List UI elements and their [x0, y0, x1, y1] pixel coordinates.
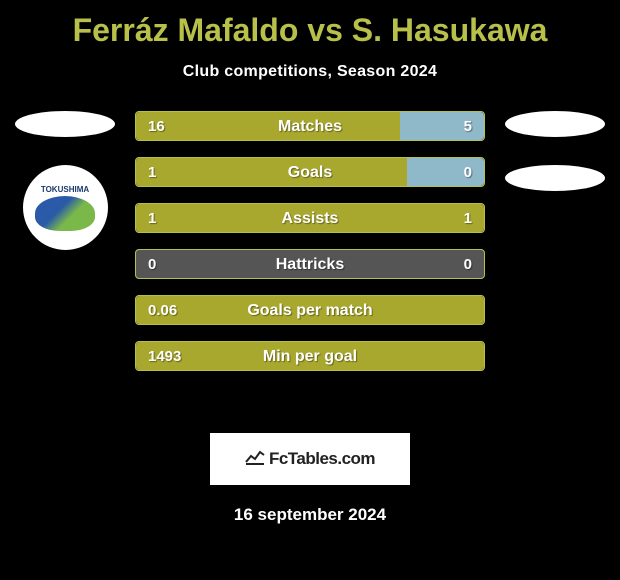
- left-club-logo: TOKUSHIMA: [23, 165, 108, 250]
- stat-row: 0.06Goals per match: [135, 295, 485, 325]
- stat-label: Goals per match: [136, 296, 484, 326]
- stat-label: Min per goal: [136, 342, 484, 372]
- footer-date: 16 september 2024: [0, 505, 620, 525]
- right-club-logo-placeholder: [505, 165, 605, 191]
- stat-bars-container: 165Matches 10Goals 11Assists 00Hattricks 0.0…: [135, 111, 485, 387]
- left-player-photo-placeholder: [15, 111, 115, 137]
- stat-row: 10Goals: [135, 157, 485, 187]
- stat-label: Hattricks: [136, 250, 484, 280]
- stat-label: Assists: [136, 204, 484, 234]
- club-logo-swirl-icon: [35, 196, 95, 231]
- stat-label: Matches: [136, 112, 484, 142]
- comparison-title: Ferráz Mafaldo vs S. Hasukawa: [0, 0, 620, 49]
- club-logo-text-top: TOKUSHIMA: [35, 185, 95, 194]
- footer-site-logo[interactable]: FcTables.com: [210, 433, 410, 485]
- stat-label: Goals: [136, 158, 484, 188]
- stat-row: 11Assists: [135, 203, 485, 233]
- comparison-main: TOKUSHIMA 165Matches 10Goals 11Assists 00Ha…: [0, 111, 620, 411]
- footer-site-text: FcTables.com: [269, 449, 375, 469]
- right-player-col: [500, 111, 610, 191]
- left-player-col: TOKUSHIMA: [10, 111, 120, 250]
- stat-row: 1493Min per goal: [135, 341, 485, 371]
- stat-row: 00Hattricks: [135, 249, 485, 279]
- right-player-photo-placeholder: [505, 111, 605, 137]
- comparison-subtitle: Club competitions, Season 2024: [0, 63, 620, 81]
- chart-icon: [245, 449, 265, 470]
- stat-row: 165Matches: [135, 111, 485, 141]
